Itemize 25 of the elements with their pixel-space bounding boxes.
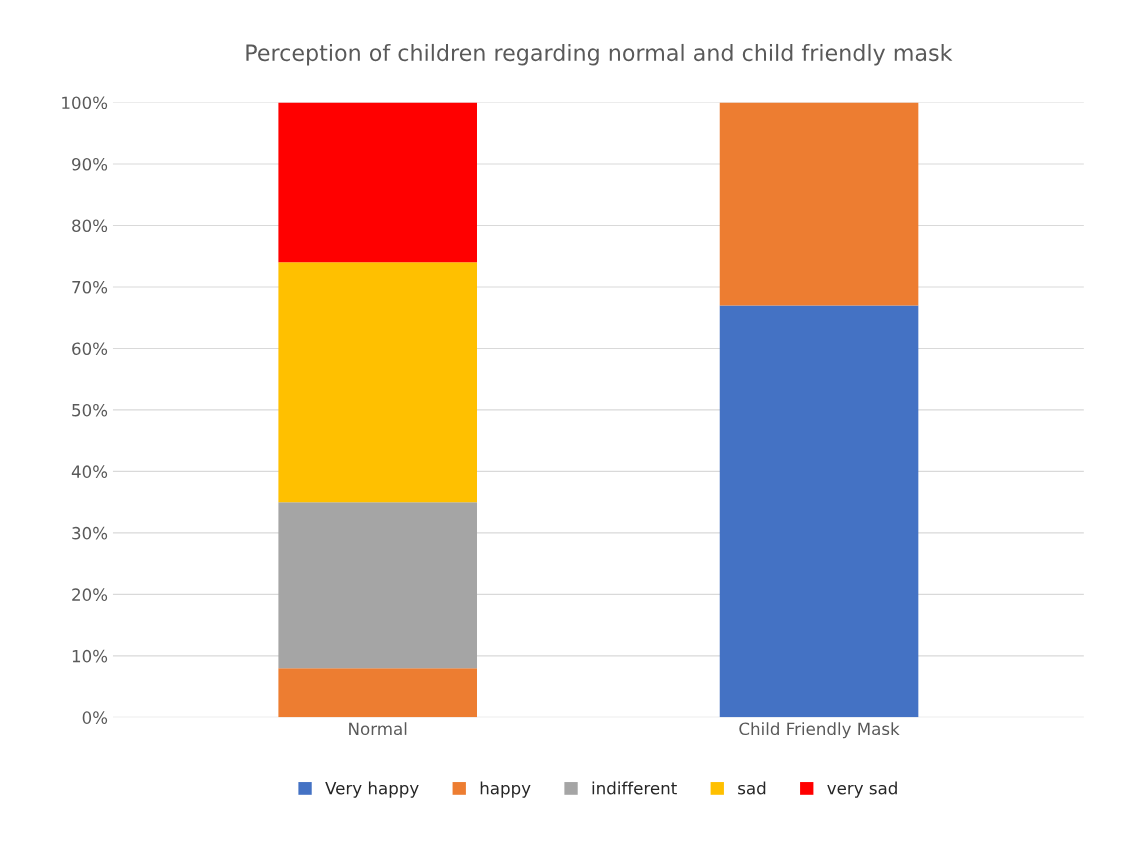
x-tick-label: Normal [349, 722, 407, 736]
legend-label: Very happy [325, 781, 419, 798]
y-tick-label: 20% [72, 588, 108, 601]
y-tick-label: 90% [72, 157, 108, 171]
y-tick-label: 100% [62, 96, 108, 110]
legend-label: sad [738, 781, 766, 795]
y-tick-label: 40% [71, 465, 108, 478]
y-tick-label: 0% [82, 711, 108, 724]
y-tick-label: 60% [72, 342, 108, 355]
legend-label: happy [480, 781, 531, 798]
bar [278, 502, 477, 669]
y-tick-label: 80% [72, 219, 108, 233]
bar [278, 668, 477, 718]
chart-title: Perception of children regarding normal and child friendly mask [246, 43, 953, 66]
bar [278, 262, 477, 503]
y-tick-label: 50% [72, 403, 108, 417]
y-tick-label: 30% [72, 526, 108, 540]
x-tick-label: Child Friendly Mask [739, 722, 900, 739]
y-tick-label: 70% [72, 280, 108, 294]
legend-label: indifferent [592, 781, 677, 795]
bar [719, 305, 919, 718]
y-tick-label: 10% [72, 649, 108, 663]
legend-label: very sad [827, 781, 897, 798]
bar [278, 102, 477, 263]
bar [719, 102, 919, 306]
